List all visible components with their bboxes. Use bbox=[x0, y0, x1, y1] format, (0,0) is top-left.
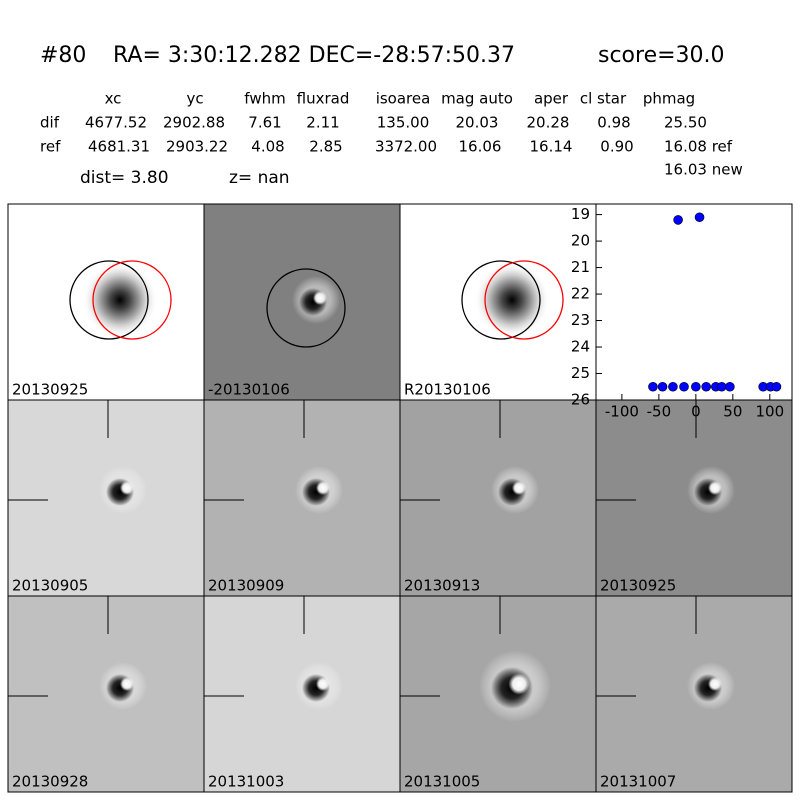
point bbox=[668, 381, 678, 392]
column-header: fwhm bbox=[244, 90, 285, 108]
cell: 16.06 bbox=[459, 138, 502, 156]
stamp: 20130905 bbox=[7, 399, 205, 597]
blob-light bbox=[316, 677, 330, 691]
stamp-label: R20130106 bbox=[404, 381, 491, 399]
extra: 16.03 new bbox=[664, 161, 743, 179]
stamp-label: 20130913 bbox=[404, 577, 480, 595]
stamp: 20131007 bbox=[595, 595, 793, 793]
aperture bbox=[266, 268, 346, 348]
column-header: isoarea bbox=[376, 90, 431, 108]
stamp: 20131003 bbox=[203, 595, 401, 793]
point bbox=[694, 212, 705, 223]
y-tick-label: 24 bbox=[571, 338, 590, 356]
x-tick-label: -100 bbox=[605, 403, 639, 421]
cell: 2903.22 bbox=[166, 138, 228, 156]
cell: 16.08 ref bbox=[664, 138, 733, 156]
y-tick-label: 19 bbox=[571, 205, 590, 223]
cell: 2.11 bbox=[306, 114, 339, 132]
stamp: 20130925 bbox=[7, 203, 205, 401]
cell: 2.85 bbox=[309, 138, 342, 156]
stamp: 20130913 bbox=[399, 399, 597, 597]
stamp: 20130928 bbox=[7, 595, 205, 793]
blob-light bbox=[313, 291, 327, 305]
circle-ref bbox=[461, 260, 541, 340]
stamp: R20130106 bbox=[399, 203, 597, 401]
column-header: cl star bbox=[580, 90, 627, 108]
point bbox=[648, 381, 658, 392]
y-tick-label: 25 bbox=[571, 364, 590, 382]
point bbox=[691, 381, 701, 392]
stamp-label: 20130925 bbox=[12, 381, 88, 399]
stamp-label: 20130909 bbox=[208, 577, 284, 595]
blob-light bbox=[120, 481, 134, 495]
dist: dist= 3.80 bbox=[80, 168, 169, 188]
blob-light bbox=[708, 481, 722, 495]
y-tick-label: 26 bbox=[571, 391, 590, 409]
circle-ref bbox=[69, 260, 149, 340]
blob-light bbox=[316, 481, 330, 495]
stamp-label: 20131007 bbox=[600, 773, 676, 791]
row-label: dif bbox=[40, 114, 60, 132]
cell: 0.90 bbox=[600, 138, 633, 156]
x-tick-label: 100 bbox=[755, 403, 784, 421]
cell: 135.00 bbox=[377, 114, 430, 132]
cell: 25.50 bbox=[664, 114, 707, 132]
column-header: aper bbox=[534, 90, 569, 108]
column-header: fluxrad bbox=[297, 90, 350, 108]
column-header: xc bbox=[105, 90, 122, 108]
stamp: 20130909 bbox=[203, 399, 401, 597]
score: score=30.0 bbox=[598, 43, 725, 68]
point bbox=[701, 381, 712, 392]
x-tick-label: -50 bbox=[647, 403, 672, 421]
stamp-label: 20131003 bbox=[208, 773, 284, 791]
stamp: 20131005 bbox=[399, 595, 597, 793]
y-tick-label: 23 bbox=[571, 311, 590, 329]
coords: RA= 3:30:12.282 DEC=-28:57:50.37 bbox=[113, 43, 515, 68]
z: z= nan bbox=[229, 168, 290, 188]
column-header: yc bbox=[186, 90, 203, 108]
x-tick-label: 50 bbox=[723, 403, 742, 421]
circle-new bbox=[92, 260, 172, 340]
psf bbox=[474, 262, 550, 338]
y-tick-label: 21 bbox=[571, 258, 590, 276]
cell: 16.14 bbox=[530, 138, 573, 156]
blob-light bbox=[512, 481, 526, 495]
cell: 7.61 bbox=[248, 114, 281, 132]
point bbox=[716, 381, 727, 392]
plot-bg bbox=[595, 203, 793, 401]
point bbox=[725, 381, 735, 392]
stamp-label: 20130928 bbox=[12, 773, 88, 791]
point bbox=[673, 215, 683, 225]
stamp-label: 20131005 bbox=[404, 773, 480, 791]
stamp-label: -20130106 bbox=[208, 381, 290, 399]
cell: 3372.00 bbox=[375, 138, 437, 156]
cell: 20.28 bbox=[527, 114, 570, 132]
stamp-label: 20130905 bbox=[12, 577, 88, 595]
x-tick-label: 0 bbox=[691, 403, 701, 421]
stamp: 20130925 bbox=[595, 399, 793, 597]
blob-light bbox=[120, 677, 134, 691]
point bbox=[657, 381, 668, 392]
blob-light bbox=[508, 673, 530, 695]
row-label: ref bbox=[40, 138, 61, 156]
circle-new bbox=[484, 260, 564, 340]
stamp: -20130106 bbox=[203, 203, 401, 401]
column-header: mag auto bbox=[441, 90, 513, 108]
point bbox=[679, 381, 689, 392]
cell: 4681.31 bbox=[88, 138, 150, 156]
column-header: phmag bbox=[643, 90, 695, 108]
y-tick-label: 22 bbox=[571, 285, 590, 303]
blob-light bbox=[708, 677, 722, 691]
cell: 2902.88 bbox=[163, 114, 225, 132]
cell: 0.98 bbox=[597, 114, 630, 132]
cell: 4.08 bbox=[251, 138, 284, 156]
y-tick-label: 20 bbox=[571, 232, 590, 250]
psf bbox=[82, 262, 158, 338]
cell: 20.03 bbox=[456, 114, 499, 132]
point bbox=[771, 381, 782, 392]
cell: 4677.52 bbox=[85, 114, 147, 132]
object-id: #80 bbox=[40, 43, 86, 68]
stamp-label: 20130925 bbox=[600, 577, 676, 595]
